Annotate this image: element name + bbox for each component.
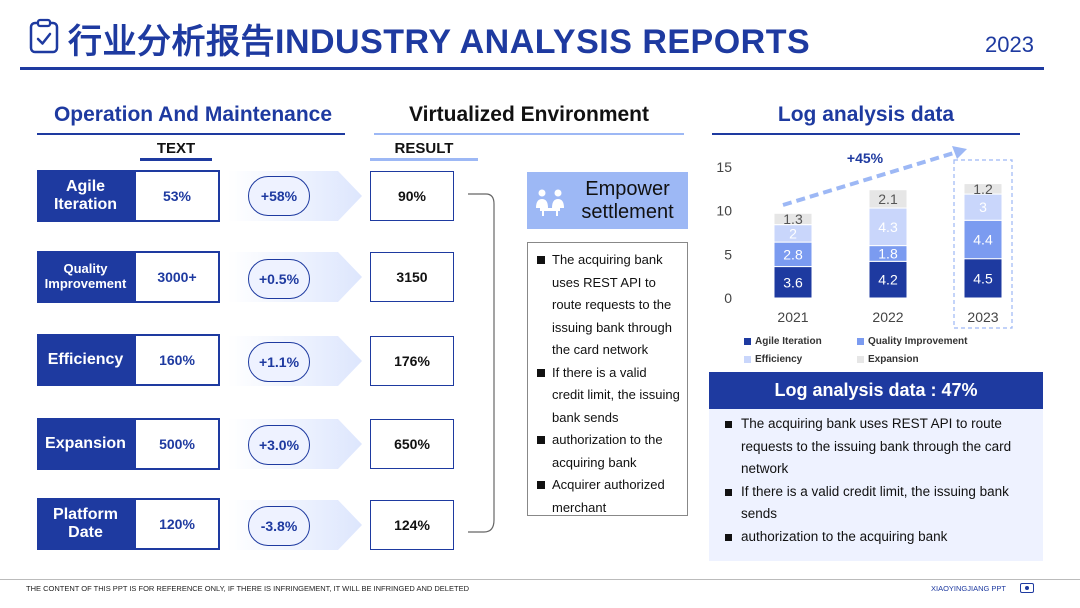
legend-item: Quality Improvement	[857, 336, 967, 347]
legend-item: Expansion	[857, 354, 919, 365]
data-label: 2.1	[878, 191, 898, 207]
bar-segment	[868, 189, 908, 209]
row-value-agile-iteration: 53%	[134, 170, 220, 222]
row-value-quality-improvement: 3000+	[134, 251, 220, 303]
data-label: 1.8	[878, 245, 898, 261]
clipboard-icon	[29, 18, 59, 54]
result-box: 3150	[370, 252, 454, 302]
legend-label: Expansion	[868, 354, 919, 365]
data-label: 2	[789, 225, 797, 241]
bar-segment	[963, 219, 1003, 260]
change-pill: -3.8%	[248, 506, 310, 546]
data-label: 3.6	[783, 274, 803, 290]
y-tick-label: 15	[716, 159, 732, 175]
empower-card: Empower settlement	[527, 172, 688, 229]
highlight-box	[953, 159, 1013, 329]
change-pill: +1.1%	[248, 342, 310, 382]
result-subheading: RESULT	[394, 140, 454, 157]
year-label: 2023	[985, 32, 1034, 57]
empower-bullets: The acquiring bank uses REST API to rout…	[527, 242, 688, 516]
right-heading: Log analysis data	[777, 103, 955, 126]
right-heading-underline	[712, 133, 1020, 135]
legend-swatch	[744, 338, 751, 345]
bar-segment	[963, 183, 1003, 195]
data-label: 3	[979, 199, 987, 215]
result-box: 176%	[370, 336, 454, 386]
row-label-expansion: Expansion	[37, 418, 134, 470]
legend-swatch	[744, 356, 751, 363]
row-label-agile-iteration: Agile Iteration	[37, 170, 134, 222]
bar-segment	[963, 193, 1003, 221]
results-bracket	[468, 193, 495, 533]
left-heading-underline	[37, 133, 345, 135]
result-box: 650%	[370, 419, 454, 469]
y-tick-label: 10	[716, 203, 732, 219]
page-title: 行业分析报告INDUSTRY ANALYSIS REPORTS	[68, 23, 811, 61]
row-value-efficiency: 160%	[134, 334, 220, 386]
y-tick-label: 5	[724, 246, 732, 262]
footer-brand: XIAOYINGJIANG PPT	[930, 584, 1006, 593]
trend-arrow-head	[952, 146, 967, 159]
footer-divider	[0, 579, 1080, 580]
middle-heading-underline	[374, 133, 684, 135]
legend-label: Quality Improvement	[868, 336, 968, 347]
y-tick-label: 0	[724, 290, 732, 306]
brand-logo-icon	[1020, 583, 1034, 593]
log-analysis-banner: Log analysis data : 47%	[709, 372, 1043, 409]
legend-swatch	[857, 356, 864, 363]
bar-segment	[868, 260, 908, 299]
row-label-quality-improvement: Quality Improvement	[37, 251, 134, 303]
empower-title: Empower settlement	[581, 177, 674, 223]
bar-segment	[773, 212, 813, 226]
list-item: If there is a valid credit limit, the is…	[534, 362, 681, 430]
text-subheading-underline	[140, 158, 212, 161]
header-divider	[20, 67, 1044, 70]
legend-label: Agile Iteration	[755, 336, 822, 347]
data-label: 1.2	[973, 181, 993, 197]
result-subheading-underline	[370, 158, 478, 161]
data-label: 4.2	[878, 272, 898, 288]
x-tick-label: 2021	[777, 309, 808, 325]
list-item: authorization to the acquiring bank	[723, 526, 1029, 549]
change-pill: +58%	[248, 176, 310, 216]
legend-label: Efficiency	[755, 354, 803, 365]
change-pill: +0.5%	[248, 259, 310, 299]
result-box: 90%	[370, 171, 454, 221]
x-tick-label: 2022	[872, 309, 903, 325]
trend-arrow-line	[782, 150, 958, 207]
row-label-efficiency: Efficiency	[37, 334, 134, 386]
middle-heading: Virtualized Environment	[409, 103, 649, 126]
data-label: 4.5	[973, 270, 993, 286]
data-label: 4.3	[878, 219, 898, 235]
list-item: Acquirer authorized merchant	[534, 474, 681, 519]
row-value-platform-date: 120%	[134, 498, 220, 550]
list-item: The acquiring bank uses REST API to rout…	[534, 249, 681, 362]
legend-swatch	[857, 338, 864, 345]
result-box: 124%	[370, 500, 454, 550]
stacked-bar-chart: 0 5 10 15 2021 2022 2023 3.6 2.8 21.3 4.2 1.8 4.3 2.…	[716, 146, 1013, 329]
left-heading: Operation And Maintenance	[53, 103, 333, 126]
data-label: 2.8	[783, 246, 803, 262]
data-label: 1.3	[783, 211, 803, 227]
data-label: 4.4	[973, 231, 993, 247]
change-pill: +3.0%	[248, 425, 310, 465]
growth-annotation: +45%	[847, 150, 884, 166]
log-analysis-bullets: The acquiring bank uses REST API to rout…	[709, 409, 1043, 561]
bar-segment	[773, 266, 813, 299]
list-item: authorization to the acquiring bank	[534, 429, 681, 474]
list-item: The acquiring bank uses REST API to rout…	[723, 413, 1029, 481]
legend-item: Agile Iteration	[744, 336, 822, 347]
legend-item: Efficiency	[744, 354, 802, 365]
list-item: If there is a valid credit limit, the is…	[723, 481, 1029, 526]
row-value-expansion: 500%	[134, 418, 220, 470]
bar-segment	[773, 241, 813, 268]
text-subheading: TEXT	[156, 140, 196, 157]
row-label-platform-date: Platform Date	[37, 498, 134, 550]
people-icon	[536, 189, 564, 216]
x-tick-label: 2023	[967, 309, 998, 325]
footer-disclaimer: THE CONTENT OF THIS PPT IS FOR REFERENCE…	[26, 584, 469, 593]
